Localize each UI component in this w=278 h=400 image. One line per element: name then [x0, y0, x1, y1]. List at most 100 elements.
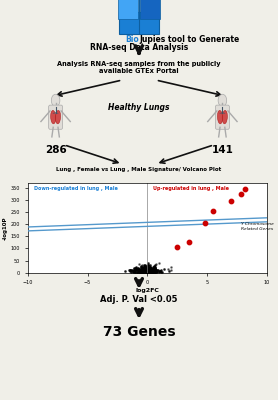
Point — [147, 264, 152, 271]
Point — [141, 268, 146, 274]
Point — [147, 268, 151, 274]
Point — [142, 262, 147, 268]
Point — [142, 266, 147, 273]
Point — [153, 264, 157, 271]
Point — [145, 266, 149, 272]
Point — [144, 266, 148, 273]
Point — [148, 268, 152, 275]
Point — [147, 266, 152, 272]
Point — [139, 269, 143, 276]
Point — [142, 269, 147, 275]
Point — [140, 266, 145, 273]
Point — [144, 267, 148, 273]
FancyBboxPatch shape — [140, 0, 160, 19]
Point — [132, 268, 136, 274]
Point — [151, 269, 156, 276]
Point — [133, 266, 137, 272]
Point — [145, 259, 150, 266]
Point — [152, 267, 157, 274]
Ellipse shape — [222, 110, 227, 124]
Point — [150, 268, 154, 274]
Point — [142, 264, 147, 270]
Point — [152, 264, 157, 270]
Point — [143, 265, 148, 271]
Point — [143, 269, 147, 276]
Point — [151, 267, 155, 273]
Point — [156, 266, 160, 273]
Point — [139, 266, 143, 272]
Point — [142, 267, 147, 274]
Point — [138, 269, 142, 275]
Point — [128, 268, 132, 274]
Point — [145, 269, 150, 275]
Point — [146, 262, 150, 268]
Point — [144, 268, 148, 274]
Point — [138, 268, 143, 275]
Point — [147, 267, 152, 274]
FancyBboxPatch shape — [49, 105, 63, 129]
Point — [138, 269, 143, 276]
Point — [152, 268, 157, 274]
Point — [238, 190, 243, 197]
Point — [140, 267, 144, 273]
Text: 73 Genes: 73 Genes — [103, 325, 175, 339]
Point — [141, 266, 145, 273]
Point — [138, 268, 142, 275]
Point — [132, 264, 136, 271]
Point — [145, 266, 150, 272]
Point — [229, 198, 233, 204]
Point — [145, 265, 149, 271]
Point — [151, 269, 155, 275]
Point — [158, 268, 162, 274]
Point — [148, 268, 153, 275]
Point — [202, 220, 207, 226]
Point — [144, 270, 148, 276]
Point — [140, 269, 144, 276]
Point — [145, 266, 150, 273]
Point — [138, 267, 142, 274]
Point — [143, 269, 147, 276]
Point — [145, 263, 149, 270]
Point — [140, 268, 145, 275]
Point — [148, 269, 153, 276]
FancyBboxPatch shape — [118, 0, 138, 19]
Point — [133, 268, 138, 274]
Point — [142, 269, 147, 276]
Point — [142, 264, 146, 270]
Point — [147, 264, 152, 270]
Point — [154, 266, 159, 273]
Point — [153, 264, 157, 270]
Point — [147, 268, 152, 275]
Point — [149, 268, 153, 274]
Point — [143, 263, 147, 270]
Point — [143, 261, 148, 268]
Point — [131, 268, 136, 274]
Point — [140, 264, 144, 270]
Point — [123, 268, 127, 274]
Point — [145, 268, 150, 275]
Point — [141, 268, 145, 275]
Point — [139, 266, 144, 272]
Point — [137, 268, 142, 274]
Point — [150, 268, 154, 274]
Point — [150, 268, 154, 274]
Point — [149, 267, 153, 273]
Point — [143, 269, 148, 276]
Text: Adj. P. Val <0.05: Adj. P. Val <0.05 — [100, 295, 178, 304]
Point — [136, 268, 141, 274]
Point — [148, 268, 153, 274]
Point — [146, 269, 150, 275]
Point — [158, 268, 162, 274]
Point — [146, 262, 150, 268]
Point — [144, 268, 148, 274]
Text: 286: 286 — [45, 145, 66, 155]
Point — [148, 266, 152, 272]
Point — [134, 264, 139, 270]
Point — [139, 266, 144, 273]
Point — [143, 269, 147, 275]
Y-axis label: -log10P: -log10P — [3, 216, 8, 240]
Point — [138, 269, 142, 275]
Point — [148, 269, 153, 275]
Ellipse shape — [51, 110, 56, 124]
Point — [153, 265, 157, 271]
